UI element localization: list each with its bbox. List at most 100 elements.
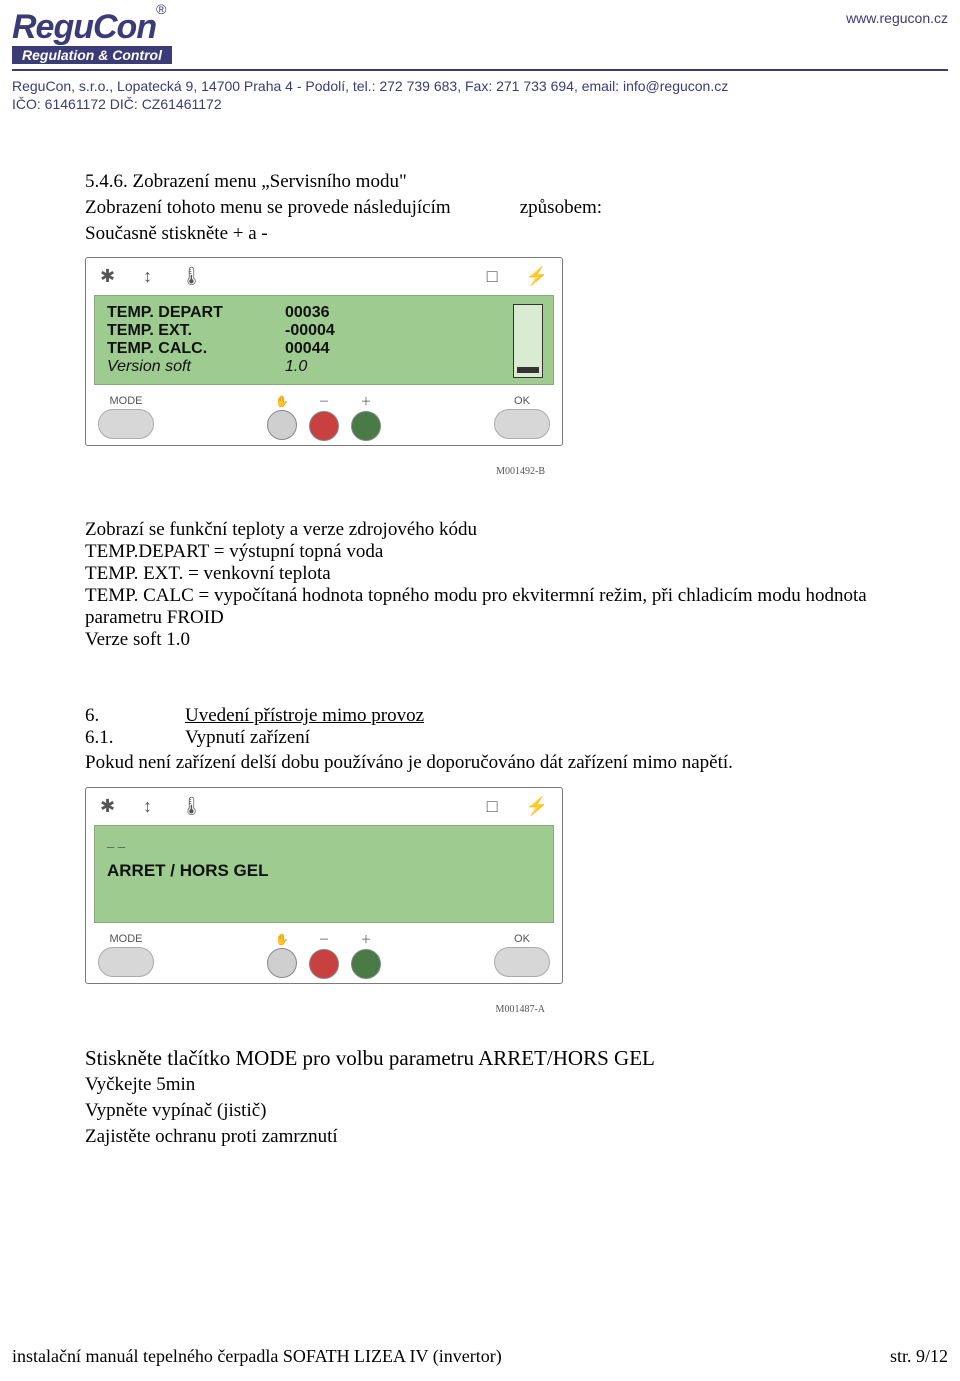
section-61-title: Vypnutí zařízení: [185, 727, 310, 749]
plus-icon: ＋: [361, 393, 372, 409]
logo-name: ReguCon®: [12, 8, 165, 46]
lcd-row: TEMP. EXT.-00004: [107, 322, 541, 340]
website-url: www.regucon.cz: [846, 10, 948, 26]
thermometer-icon: 🌡: [180, 266, 203, 287]
mode-label: MODE: [110, 395, 143, 407]
lcd-screen: TEMP. DEPART00036TEMP. EXT.-00004TEMP. C…: [94, 295, 554, 385]
updown-icon: ↕: [143, 796, 152, 817]
plus-icon: ＋: [361, 931, 372, 947]
panel-2-ref: M001487-A: [85, 1004, 545, 1015]
ok-button[interactable]: [494, 409, 550, 439]
snowflake-icon: ✱: [100, 266, 115, 287]
panel2-buttons-row: MODE ✋ － ＋ OK: [94, 925, 554, 979]
lcd-side-bar: [513, 304, 543, 378]
mode-button-group: MODE: [98, 395, 154, 439]
minus-button[interactable]: [309, 949, 339, 979]
footer-left: instalační manuál tepelného čerpadla SOF…: [12, 1346, 502, 1367]
lcd-key: TEMP. DEPART: [107, 304, 277, 322]
panel-buttons-row: MODE ✋ － ＋ OK: [94, 387, 554, 441]
company-address: ReguCon, s.r.o., Lopatecká 9, 14700 Prah…: [12, 78, 728, 113]
ap1-l2: TEMP.DEPART = výstupní topná voda: [85, 541, 900, 563]
updown-icon: ↕: [143, 266, 152, 287]
ap1-l3: TEMP. EXT. = venkovní teplota: [85, 563, 900, 585]
lcd-side-indicator: [517, 367, 539, 373]
ap1-l5: Verze soft 1.0: [85, 629, 900, 651]
section-6-num: 6.: [85, 705, 185, 727]
section-number: 5.4.6.: [85, 171, 128, 192]
hand-icon: ✋: [275, 933, 289, 946]
address-line-2: IČO: 61461172 DIČ: CZ61461172: [12, 96, 728, 114]
ap2-l4: Zajistěte ochranu proti zamrznutí: [85, 1125, 900, 1149]
section-title: Zobrazení menu „Servisního modu": [133, 171, 407, 192]
panel2-small-top: _ _: [107, 834, 541, 849]
minus-icon: －: [319, 931, 330, 947]
ap1-l1: Zobrazí se funkční teploty a verze zdroj…: [85, 519, 900, 541]
section-61-num: 6.1.: [85, 727, 185, 749]
ap1-l4: TEMP. CALC = vypočítaná hodnota topného …: [85, 585, 900, 629]
minus-icon: －: [319, 393, 330, 409]
ap2-l1: Stiskněte tlačítko MODE pro volbu parame…: [85, 1045, 900, 1071]
control-panel-2: ✱ ↕ 🌡 □ ⚡ _ _ ARRET / HORS GEL MODE ✋: [85, 787, 563, 984]
ok-button-group: OK: [494, 395, 550, 439]
after-panel1-text: Zobrazí se funkční teploty a verze zdroj…: [85, 519, 900, 651]
mode-label: MODE: [110, 933, 143, 945]
hand-button[interactable]: [267, 948, 297, 978]
section-6-heading: 6. Uvedení přístroje mimo provoz: [85, 705, 900, 727]
minus-button[interactable]: [309, 411, 339, 441]
hand-button-group: ✋: [267, 395, 297, 440]
logo-text: ReguCon: [12, 8, 156, 46]
section-61-heading: 6.1. Vypnutí zařízení: [85, 727, 900, 749]
section-546-line2: Současně stiskněte + a -: [85, 222, 900, 246]
ap2-l3: Vypněte vypínač (jistič): [85, 1099, 900, 1123]
lcd-key: TEMP. EXT.: [107, 322, 277, 340]
plus-button[interactable]: [351, 411, 381, 441]
plus-button-group: ＋: [351, 393, 381, 441]
control-panel-1: ✱ ↕ 🌡 □ ⚡ TEMP. DEPART00036TEMP. EXT.-00…: [85, 257, 563, 446]
document-body: 5.4.6. Zobrazení menu „Servisního modu" …: [85, 168, 900, 1151]
square-icon: □: [487, 266, 498, 287]
ok-button[interactable]: [494, 947, 550, 977]
ok-label: OK: [514, 933, 530, 945]
section-546-heading: 5.4.6. Zobrazení menu „Servisního modu": [85, 170, 900, 194]
bolt-icon: ⚡: [526, 266, 548, 287]
text-part-a: Zobrazení tohoto menu se provede následu…: [85, 196, 515, 220]
panel2-row1: ARRET / HORS GEL: [107, 861, 269, 881]
plus-button[interactable]: [351, 949, 381, 979]
mode-button[interactable]: [98, 409, 154, 439]
footer: instalační manuál tepelného čerpadla SOF…: [12, 1346, 948, 1367]
address-line-1: ReguCon, s.r.o., Lopatecká 9, 14700 Prah…: [12, 78, 728, 96]
lcd-value: 1.0: [277, 358, 365, 376]
ok-button-group-2: OK: [494, 933, 550, 977]
lcd-value: 00044: [277, 340, 365, 358]
minus-button-group-2: －: [309, 931, 339, 979]
square-icon: □: [487, 796, 498, 817]
text-part-b: způsobem:: [520, 197, 602, 218]
logo: ReguCon® Regulation & Control: [12, 10, 172, 64]
header-rule: [12, 69, 948, 71]
minus-button-group: －: [309, 393, 339, 441]
panel-1-ref: M001492-B: [85, 466, 545, 477]
plus-button-group-2: ＋: [351, 931, 381, 979]
lcd-key: Version soft: [107, 358, 277, 376]
section-6-title: Uvedení přístroje mimo provoz: [185, 705, 424, 727]
thermometer-icon: 🌡: [180, 796, 203, 817]
lcd-row: TEMP. CALC.00044: [107, 340, 541, 358]
hand-button-group-2: ✋: [267, 933, 297, 978]
ap2-l2: Vyčkejte 5min: [85, 1073, 900, 1097]
logo-tagline: Regulation & Control: [12, 46, 172, 64]
lcd-key: TEMP. CALC.: [107, 340, 277, 358]
mode-button-group-2: MODE: [98, 933, 154, 977]
section-61-text: Pokud není zařízení delší dobu používáno…: [85, 751, 900, 775]
footer-right: str. 9/12: [890, 1346, 948, 1367]
lcd-value: 00036: [277, 304, 365, 322]
lcd-row: Version soft1.0: [107, 358, 541, 376]
panel-top-icons: ✱ ↕ 🌡 □ ⚡: [94, 264, 554, 293]
section-546-line1: Zobrazení tohoto menu se provede následu…: [85, 196, 900, 220]
lcd-screen-2: _ _ ARRET / HORS GEL: [94, 825, 554, 923]
logo-reg: ®: [156, 1, 165, 17]
ok-label: OK: [514, 395, 530, 407]
lcd-row: TEMP. DEPART00036: [107, 304, 541, 322]
lcd-value: -00004: [277, 322, 365, 340]
hand-button[interactable]: [267, 410, 297, 440]
mode-button[interactable]: [98, 947, 154, 977]
